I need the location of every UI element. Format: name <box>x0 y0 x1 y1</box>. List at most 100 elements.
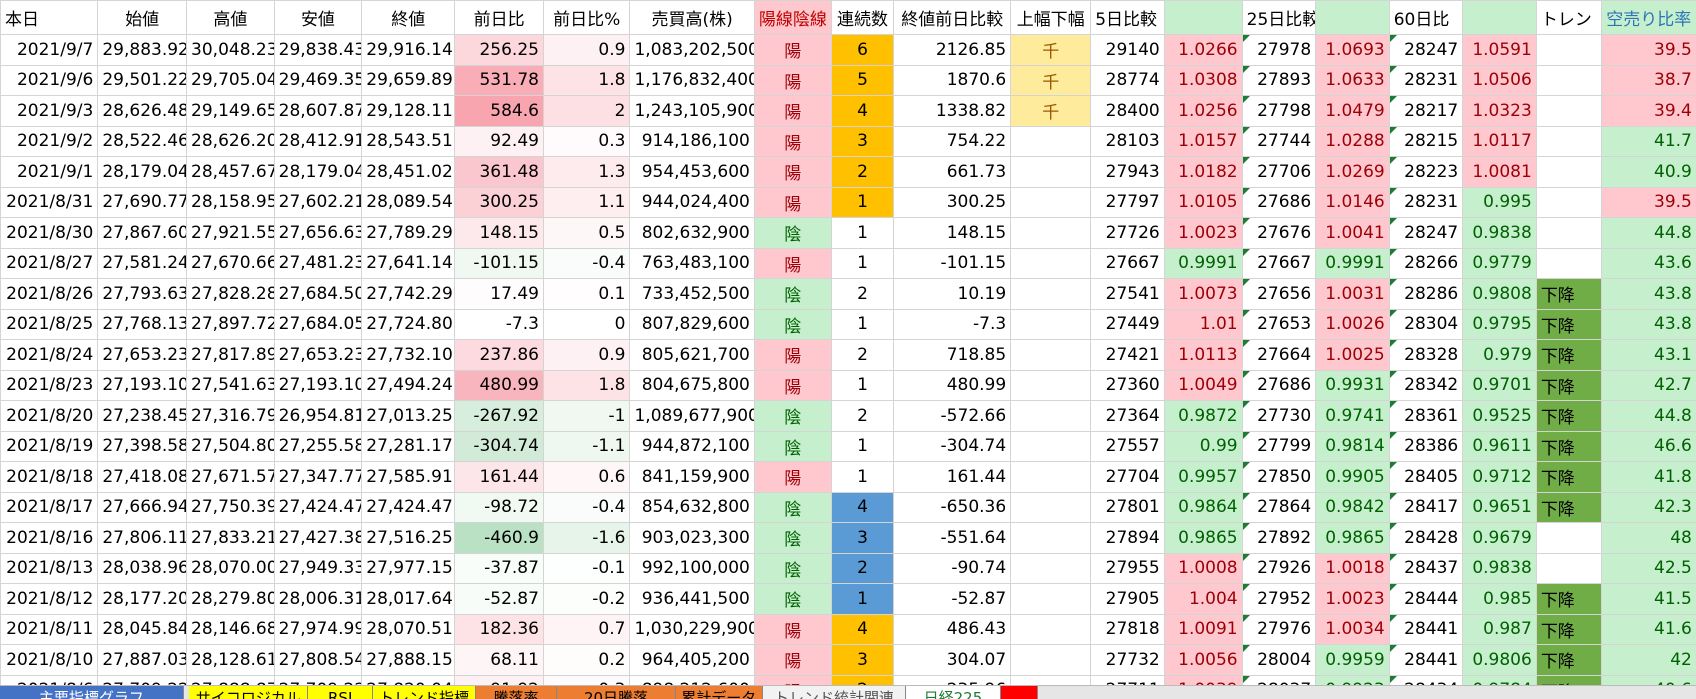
cell[interactable]: 28444 <box>1389 584 1463 615</box>
cell[interactable]: 27,828.28 <box>187 279 275 310</box>
cell[interactable]: 29140 <box>1091 35 1165 66</box>
cell[interactable]: 28,158.95 <box>187 187 275 218</box>
cell[interactable]: 1 <box>831 462 894 493</box>
cell[interactable]: 3 <box>831 523 894 554</box>
cell[interactable]: 29,705.04 <box>187 65 275 96</box>
cell[interactable]: 28037 <box>1242 675 1316 685</box>
cell[interactable]: 27,656.63 <box>274 218 362 249</box>
cell[interactable]: 1.0693 <box>1316 35 1390 66</box>
cell[interactable]: 27,732.10 <box>362 340 455 371</box>
cell[interactable] <box>1011 157 1091 188</box>
cell[interactable]: 0.9923 <box>1316 675 1390 685</box>
sheet-tab[interactable]: 累計データ <box>676 686 763 699</box>
cell[interactable]: 914,186,100 <box>630 126 754 157</box>
cell[interactable]: 下降 <box>1536 614 1601 645</box>
cell[interactable]: 4 <box>831 492 894 523</box>
cell[interactable]: -52.87 <box>894 584 1011 615</box>
cell[interactable]: 27955 <box>1091 553 1165 584</box>
cell[interactable]: 下降 <box>1536 279 1601 310</box>
cell[interactable]: 2021/8/27 <box>1 248 98 279</box>
cell[interactable]: 2021/8/25 <box>1 309 98 340</box>
cell[interactable]: 1.8 <box>543 370 630 401</box>
cell[interactable]: -0.2 <box>543 584 630 615</box>
cell[interactable]: 27,690.77 <box>98 187 187 218</box>
cell[interactable]: 41.8 <box>1601 462 1696 493</box>
column-header[interactable]: 安値 <box>274 1 362 35</box>
cell[interactable]: 28417 <box>1389 492 1463 523</box>
cell[interactable]: 27,768.13 <box>98 309 187 340</box>
column-header[interactable] <box>1463 1 1537 35</box>
cell[interactable] <box>1011 340 1091 371</box>
cell[interactable]: 1.0023 <box>1164 218 1242 249</box>
cell[interactable]: 28,146.68 <box>187 614 275 645</box>
cell[interactable]: 1.0008 <box>1164 553 1242 584</box>
cell[interactable]: 304.07 <box>894 645 1011 676</box>
cell[interactable]: 1.0018 <box>1316 553 1390 584</box>
cell[interactable]: 1.0506 <box>1463 65 1537 96</box>
cell[interactable]: -572.66 <box>894 401 1011 432</box>
cell[interactable]: 27,418.08 <box>98 462 187 493</box>
cell[interactable]: 28247 <box>1389 35 1463 66</box>
cell[interactable]: 2021/8/16 <box>1 523 98 554</box>
cell[interactable]: 40.6 <box>1601 675 1696 685</box>
cell[interactable]: 28,279.80 <box>187 584 275 615</box>
cell[interactable]: 42.3 <box>1601 492 1696 523</box>
cell[interactable]: 42 <box>1601 645 1696 676</box>
cell[interactable]: 28441 <box>1389 645 1463 676</box>
cell[interactable]: 28217 <box>1389 96 1463 127</box>
column-header[interactable]: 連続数 <box>831 1 894 35</box>
cell[interactable]: 903,023,300 <box>630 523 754 554</box>
cell[interactable]: 802,632,900 <box>630 218 754 249</box>
cell[interactable]: 1.0308 <box>1164 65 1242 96</box>
cell[interactable]: 陽 <box>754 35 831 66</box>
cell[interactable]: 28286 <box>1389 279 1463 310</box>
cell[interactable]: 1.004 <box>1164 584 1242 615</box>
cell[interactable]: 1 <box>831 248 894 279</box>
cell[interactable]: 0.9957 <box>1164 462 1242 493</box>
cell[interactable]: 0 <box>543 309 630 340</box>
column-header[interactable]: 25日比較 <box>1242 1 1316 35</box>
cell[interactable]: 28400 <box>1091 96 1165 127</box>
cell[interactable]: 28774 <box>1091 65 1165 96</box>
sheet-tab[interactable]: 騰落率 <box>476 686 557 699</box>
cell[interactable]: 1,030,229,900 <box>630 614 754 645</box>
sheet-tab[interactable]: サイコロジカル <box>189 686 308 699</box>
cell[interactable]: 27,808.54 <box>274 645 362 676</box>
sheet-tab-marker[interactable] <box>1001 686 1039 699</box>
cell[interactable]: 27732 <box>1091 645 1165 676</box>
cell[interactable]: 1 <box>831 309 894 340</box>
cell[interactable]: 27,641.14 <box>362 248 455 279</box>
cell[interactable]: 28,522.46 <box>98 126 187 157</box>
cell[interactable]: 0.9611 <box>1463 431 1537 462</box>
cell[interactable]: 480.99 <box>455 370 544 401</box>
cell[interactable]: 1338.82 <box>894 96 1011 127</box>
cell[interactable]: 1.0323 <box>1463 96 1537 127</box>
cell[interactable]: 陽 <box>754 157 831 188</box>
cell[interactable]: 27,481.23 <box>274 248 362 279</box>
cell[interactable] <box>1536 126 1601 157</box>
cell[interactable]: 千 <box>1011 35 1091 66</box>
cell[interactable]: -1.1 <box>543 431 630 462</box>
cell[interactable]: 0.9741 <box>1316 401 1390 432</box>
cell[interactable]: 2 <box>831 157 894 188</box>
cell[interactable]: 27,670.66 <box>187 248 275 279</box>
cell[interactable] <box>1011 584 1091 615</box>
cell[interactable]: -7.3 <box>455 309 544 340</box>
cell[interactable]: -304.74 <box>455 431 544 462</box>
cell[interactable]: 1.0026 <box>1316 309 1390 340</box>
cell[interactable]: 148.15 <box>455 218 544 249</box>
cell[interactable]: 1,176,832,400 <box>630 65 754 96</box>
cell[interactable]: 754.22 <box>894 126 1011 157</box>
cell[interactable]: 3 <box>831 645 894 676</box>
cell[interactable]: 2 <box>831 279 894 310</box>
cell[interactable]: 27,671.57 <box>187 462 275 493</box>
cell[interactable]: 1.0034 <box>1316 614 1390 645</box>
cell[interactable]: 0.9651 <box>1463 492 1537 523</box>
cell[interactable]: 27,281.17 <box>362 431 455 462</box>
cell[interactable]: 1.0182 <box>1164 157 1242 188</box>
cell[interactable]: 1.0049 <box>1164 370 1242 401</box>
cell[interactable]: 陰 <box>754 218 831 249</box>
cell[interactable]: -1.6 <box>543 523 630 554</box>
cell[interactable]: 27,817.89 <box>187 340 275 371</box>
sheet-tab[interactable]: RSI <box>308 686 373 699</box>
